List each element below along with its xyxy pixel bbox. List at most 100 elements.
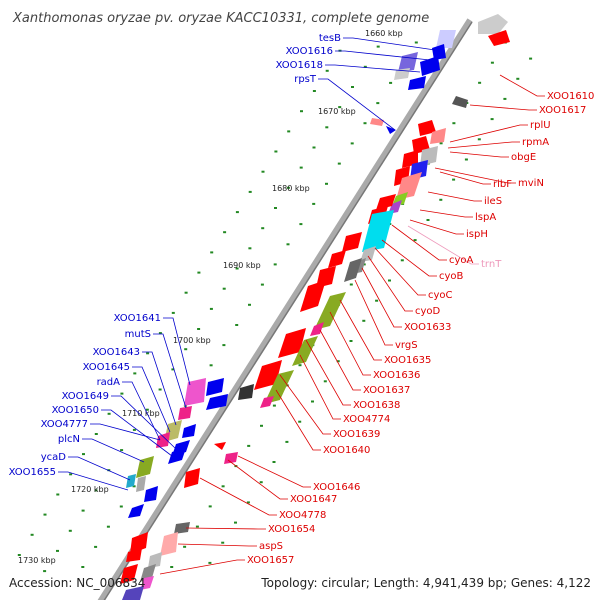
tick-dot (209, 307, 213, 310)
gene-label-left: XOO1618 (276, 60, 323, 71)
tick-dot (170, 566, 174, 568)
leader-line (159, 559, 245, 575)
gene-feature (396, 172, 422, 200)
tick-dot (272, 461, 276, 463)
tick-dot (208, 505, 212, 508)
leader-line (434, 167, 516, 184)
leader-line (381, 239, 437, 277)
gene-feature (260, 396, 274, 408)
gene-feature (300, 280, 326, 312)
tick-dot (503, 97, 507, 100)
gene-feature (174, 522, 190, 534)
tick-dot (337, 162, 341, 165)
tick-dot (235, 324, 239, 326)
tick-dot (81, 509, 85, 512)
tick-dot (119, 505, 123, 508)
tick-dot (325, 69, 329, 72)
genome-backbone (97, 18, 473, 600)
gene-feature (214, 442, 226, 450)
gene-label-right: vrgS (395, 340, 418, 351)
gene-feature (488, 30, 510, 46)
tick-dot (273, 263, 277, 266)
tick-dot (209, 364, 213, 367)
leader-line (275, 389, 321, 451)
tick-dot (69, 473, 73, 476)
leader-line (101, 409, 173, 457)
tick-dot (312, 202, 316, 205)
tick-dot (260, 283, 264, 286)
gene-label-right: XOO4778 (279, 510, 326, 521)
gene-label-right: XOO1610 (547, 91, 594, 102)
gene-label-right: XOO1647 (290, 494, 337, 505)
tick-dot (286, 186, 290, 189)
tick-dot (375, 299, 379, 302)
tick-dot (208, 561, 212, 564)
gene-label-right: ribF (493, 179, 512, 190)
tick-dot (388, 279, 391, 282)
tick-dot (94, 545, 98, 548)
tick-dot (158, 332, 162, 335)
leader-line (227, 459, 288, 500)
leader-line (391, 224, 447, 261)
tick-dot (260, 424, 263, 427)
leader-line (132, 366, 171, 433)
map-title: Xanthomonas oryzae pv. oryzae KACC10331,… (12, 11, 429, 26)
tick-dot (246, 501, 250, 504)
leader-line (427, 191, 482, 202)
leader-line (237, 455, 311, 488)
gene-label-right: XOO1639 (333, 429, 380, 440)
tick-dot (350, 142, 354, 145)
gene-feature (136, 476, 146, 492)
tick-dot (362, 319, 366, 322)
tick-dot (299, 166, 303, 169)
tick-dot (349, 283, 353, 286)
gene-feature (184, 378, 206, 406)
tick-dot (529, 57, 533, 60)
leader-line (335, 50, 431, 61)
gene-label-left: ycaD (41, 452, 67, 463)
tick-dot (413, 239, 417, 242)
gene-feature (130, 532, 148, 554)
tick-dot (120, 449, 124, 452)
gene-label-right: cyoD (415, 306, 441, 317)
leader-line (439, 171, 491, 185)
tick-dot (247, 444, 251, 447)
gene-feature (264, 370, 294, 404)
tick-dot (183, 545, 187, 548)
tick-dot (234, 521, 237, 524)
gene-feature (206, 394, 228, 410)
tick-dot (17, 554, 21, 556)
gene-feature (148, 552, 162, 568)
scale-label: 1670 kbp (318, 107, 356, 116)
tick-dot (376, 45, 380, 48)
gene-feature (128, 504, 144, 518)
leader-line (409, 219, 464, 235)
gene-feature (120, 564, 138, 584)
tick-dot (222, 344, 226, 347)
tick-dot (300, 110, 303, 113)
gene-feature (184, 468, 200, 488)
leader-line (142, 351, 177, 426)
tick-dot (285, 440, 289, 443)
leader-line (343, 37, 436, 51)
tick-dot (56, 493, 60, 496)
right-leader-lines (159, 74, 545, 575)
leader-line (354, 279, 393, 346)
tick-dot (349, 340, 353, 342)
tick-dot (274, 150, 278, 153)
gene-label-left: rpsT (294, 74, 317, 85)
gene-label-left: XOO1643 (93, 347, 140, 358)
gene-label-left: plcN (58, 434, 80, 445)
tick-dot (363, 65, 367, 68)
scale-label: 1700 kbp (173, 336, 211, 345)
gene-label-left: tesB (319, 33, 341, 44)
gene-label-right: cyoB (439, 271, 464, 282)
leader-line (122, 381, 161, 441)
gene-label-right: XOO1636 (373, 370, 420, 381)
tick-dot (312, 90, 316, 92)
leader-line (407, 225, 479, 265)
gene-label-left: XOO1655 (9, 467, 56, 478)
tick-dot (325, 182, 328, 185)
